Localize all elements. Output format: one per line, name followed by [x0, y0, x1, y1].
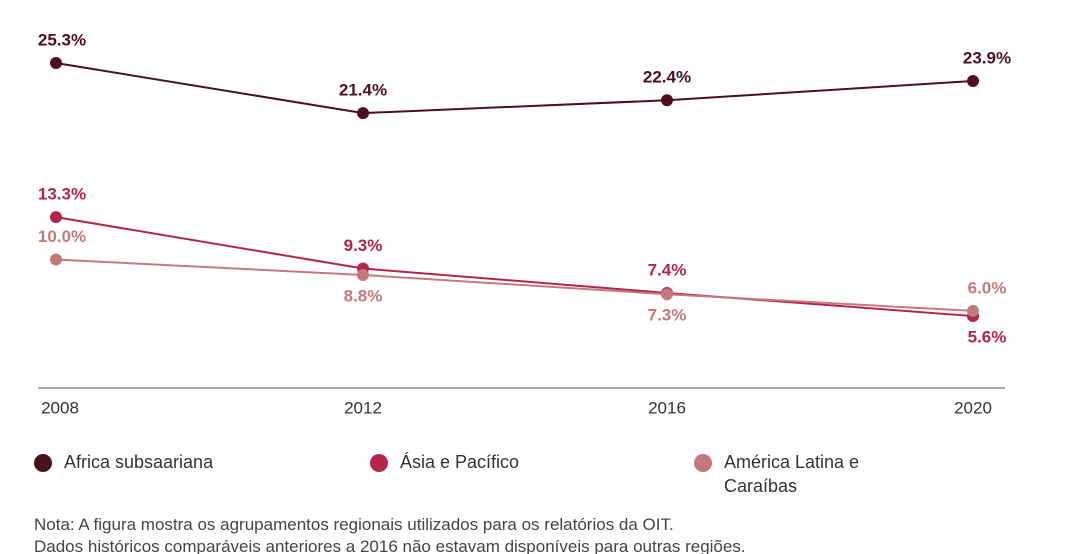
data-label: 7.4% [648, 260, 687, 279]
legend-swatch [370, 454, 388, 472]
data-label: 13.3% [38, 185, 86, 204]
note-line: Dados históricos comparáveis anteriores … [34, 537, 746, 554]
legend: Africa subsaariana Ásia e Pacífico América… [34, 450, 1034, 500]
data-label: 6.0% [968, 278, 1007, 297]
data-label: 25.3% [38, 30, 86, 49]
data-label: 21.4% [339, 81, 387, 100]
legend-item: Africa subsaariana [34, 450, 324, 474]
series-line [55, 258, 974, 312]
data-label: 10.0% [38, 227, 86, 246]
x-tick-label: 2016 [648, 398, 686, 417]
point [50, 211, 62, 224]
legend-swatch [694, 454, 712, 472]
point [967, 304, 979, 317]
legend-swatch [34, 454, 52, 472]
x-tick-label: 2012 [344, 398, 382, 417]
point [357, 107, 369, 120]
series-line [55, 216, 974, 318]
note-line: Nota: A figura mostra os agrupamentos re… [34, 515, 674, 534]
data-label: 23.9% [963, 48, 1011, 67]
legend-label: Africa subsaariana [64, 452, 214, 472]
chart: 2008 2012 2016 2020 25.3% 21.4% 22.4% 23.9% 13.3… [38, 30, 1011, 417]
note: Nota: A figura mostra os agrupamentos re… [34, 514, 746, 554]
legend-item: América Latina e Caraíbas [694, 450, 899, 498]
data-label: 22.4% [643, 68, 691, 87]
point [661, 94, 673, 107]
data-label: 9.3% [344, 236, 383, 255]
x-tick-label: 2008 [41, 398, 79, 417]
point [50, 57, 62, 69]
legend-label: Ásia e Pacífico [400, 452, 520, 472]
legend-label: América Latina e Caraíbas [724, 452, 860, 496]
data-label: 7.3% [648, 306, 687, 325]
data-label: 5.6% [968, 328, 1007, 347]
series-line [55, 62, 974, 115]
x-tick-label: 2020 [954, 398, 992, 417]
point [967, 74, 979, 87]
point [661, 288, 673, 301]
data-label: 8.8% [344, 286, 383, 305]
legend-item: Ásia e Pacífico [370, 450, 660, 474]
point [357, 268, 369, 281]
point [50, 253, 62, 266]
